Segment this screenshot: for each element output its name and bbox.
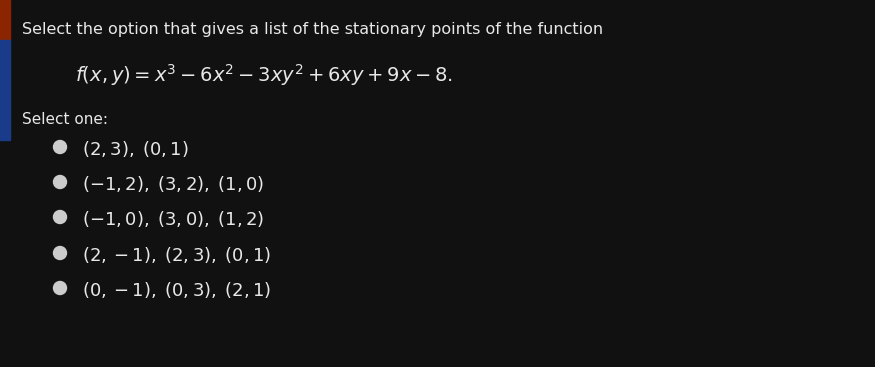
Text: Select one:: Select one: bbox=[22, 112, 108, 127]
Text: $(-1, 0),\;(3, 0),\;(1, 2)$: $(-1, 0),\;(3, 0),\;(1, 2)$ bbox=[82, 209, 264, 229]
Circle shape bbox=[53, 211, 66, 224]
Text: $(2, 3),\;(0, 1)$: $(2, 3),\;(0, 1)$ bbox=[82, 139, 189, 159]
Circle shape bbox=[53, 175, 66, 189]
Text: $(0, -1),\;(0, 3),\;(2, 1)$: $(0, -1),\;(0, 3),\;(2, 1)$ bbox=[82, 280, 271, 300]
Text: $(-1, 2),\;(3, 2),\;(1, 0)$: $(-1, 2),\;(3, 2),\;(1, 0)$ bbox=[82, 174, 264, 194]
Circle shape bbox=[53, 247, 66, 259]
Text: $f(x, y) = x^3 - 6x^2 - 3xy^2 + 6xy + 9x - 8.$: $f(x, y) = x^3 - 6x^2 - 3xy^2 + 6xy + 9x… bbox=[75, 62, 453, 88]
Text: Select the option that gives a list of the stationary points of the function: Select the option that gives a list of t… bbox=[22, 22, 603, 37]
Text: $(2, -1),\;(2, 3),\;(0, 1)$: $(2, -1),\;(2, 3),\;(0, 1)$ bbox=[82, 245, 271, 265]
Circle shape bbox=[53, 281, 66, 294]
Bar bbox=[0, 0, 10, 40]
Circle shape bbox=[53, 141, 66, 153]
Bar bbox=[0, 40, 10, 140]
